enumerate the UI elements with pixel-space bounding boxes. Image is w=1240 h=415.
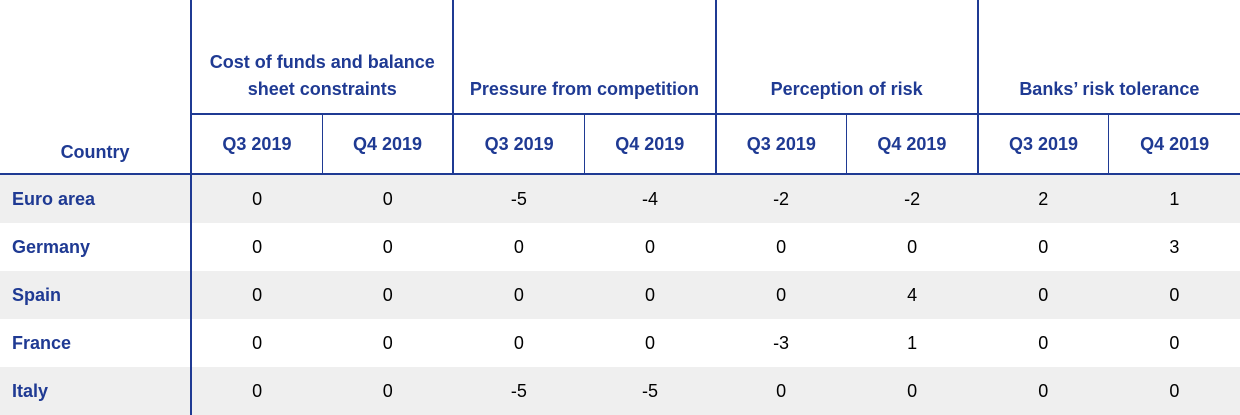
- value-cell: -5: [453, 367, 585, 415]
- country: France: [0, 319, 193, 367]
- value-cell: 0: [715, 271, 847, 319]
- value-cell: 0: [322, 271, 454, 319]
- data-row: Spain 0 0 0 0 0 4 0 0: [0, 271, 1240, 319]
- period-header: Q3 2019: [976, 114, 1109, 175]
- value-cell: 0: [1038, 236, 1049, 257]
- value-cell: 0: [513, 236, 524, 257]
- value-cell: 3: [1169, 236, 1180, 257]
- value-cell: 0: [453, 271, 585, 319]
- value-cell: 0: [252, 236, 263, 257]
- period-header: Q3 2019: [714, 114, 847, 175]
- country: Italy: [0, 367, 193, 415]
- group-header: Banks’ risk tolerance: [976, 0, 1240, 115]
- value-cell: 0: [846, 367, 978, 415]
- value-cell: 0: [1038, 332, 1049, 353]
- country: Germany: [0, 223, 193, 271]
- value-cell: 0: [1108, 367, 1240, 415]
- value-cell: 4: [846, 271, 978, 319]
- value-cell: 0: [322, 367, 454, 415]
- data-row: Germany 0 0 0 0 0 0 0 3: [0, 223, 1240, 271]
- table-body: Euro area 0 0 -5 -4 -2 -2 2 1 Germany 0 0 0 0 0 0 0 3 Spai…: [0, 174, 1240, 415]
- value-cell: 0: [644, 236, 655, 257]
- value-cell: 0: [907, 236, 918, 257]
- value-cell: 0: [776, 236, 787, 257]
- value-cell: -4: [584, 174, 716, 223]
- value-cell: -2: [715, 174, 847, 223]
- value-cell: 0: [715, 367, 847, 415]
- value-cell: -5: [584, 367, 716, 415]
- value-cell: -2: [846, 174, 978, 223]
- value-cell: 0: [191, 367, 323, 415]
- group-header: Pressure from competition: [452, 0, 716, 115]
- data-row: Italy 0 0 -5 -5 0 0 0 0: [0, 367, 1240, 415]
- period-header: Q4 2019: [846, 114, 978, 175]
- country: Spain: [0, 271, 193, 319]
- value-cell: 0: [1108, 271, 1240, 319]
- period-header: Q4 2019: [321, 114, 454, 175]
- period-header-row: Q3 2019 Q4 2019 Q3 2019 Q4 2019 Q3 2019 Q4 20…: [0, 114, 1240, 175]
- group-header: Cost of funds and balance sheet constrai…: [190, 0, 454, 115]
- value-cell: 0: [252, 332, 263, 353]
- value-cell: 1: [907, 332, 918, 353]
- group-header: Perception of risk: [714, 0, 978, 115]
- period-header: Q4 2019: [583, 114, 716, 175]
- country: Euro area: [0, 174, 193, 223]
- value-cell: 0: [382, 236, 393, 257]
- value-cell: 1: [1108, 174, 1240, 223]
- country-header: Country: [0, 0, 192, 175]
- value-cell: 0: [191, 271, 323, 319]
- group-header-row: Country Cost of funds and balance sheet …: [0, 0, 1240, 175]
- period-header: Q3 2019: [452, 114, 585, 175]
- period-header: Q3 2019: [190, 114, 323, 175]
- value-cell: 0: [382, 332, 393, 353]
- value-cell: 2: [977, 174, 1109, 223]
- value-cell: 0: [191, 174, 323, 223]
- value-cell: 0: [322, 174, 454, 223]
- value-cell: 0: [1169, 332, 1180, 353]
- value-cell: 0: [977, 271, 1109, 319]
- value-cell: -5: [453, 174, 585, 223]
- value-cell: 0: [584, 271, 716, 319]
- value-cell: -3: [773, 332, 790, 353]
- value-cell: 0: [513, 332, 524, 353]
- data-row: Euro area 0 0 -5 -4 -2 -2 2 1: [0, 174, 1240, 223]
- period-header: Q4 2019: [1108, 114, 1240, 175]
- value-cell: 0: [977, 367, 1109, 415]
- data-row: France 0 0 0 0 -3 1 0 0: [0, 319, 1240, 367]
- value-cell: 0: [644, 332, 655, 353]
